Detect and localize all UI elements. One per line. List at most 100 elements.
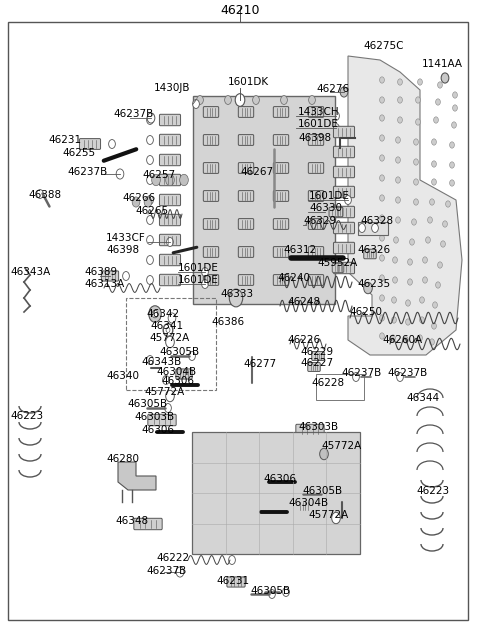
Circle shape — [333, 124, 339, 133]
FancyBboxPatch shape — [273, 191, 288, 202]
FancyBboxPatch shape — [308, 134, 324, 145]
Text: 46275C: 46275C — [363, 41, 404, 51]
Circle shape — [36, 190, 43, 198]
Circle shape — [152, 174, 160, 186]
Text: 46305B: 46305B — [302, 486, 342, 496]
Text: 45772A: 45772A — [144, 387, 184, 397]
Text: 46228: 46228 — [311, 378, 344, 388]
Circle shape — [430, 339, 434, 345]
FancyBboxPatch shape — [334, 186, 355, 198]
Circle shape — [380, 175, 384, 181]
Text: 45772A: 45772A — [321, 441, 361, 451]
Text: 46226: 46226 — [287, 335, 320, 345]
Circle shape — [414, 179, 419, 185]
FancyBboxPatch shape — [308, 275, 324, 285]
FancyBboxPatch shape — [238, 162, 253, 173]
Text: 46303B: 46303B — [134, 412, 174, 422]
Circle shape — [396, 157, 400, 163]
Text: 46328: 46328 — [360, 216, 393, 226]
Text: 46306: 46306 — [263, 474, 296, 484]
Text: 1601DE: 1601DE — [309, 191, 350, 201]
Circle shape — [450, 142, 455, 148]
Circle shape — [408, 279, 412, 285]
Text: 46340: 46340 — [106, 371, 139, 381]
Circle shape — [197, 96, 204, 105]
Text: 46237B: 46237B — [67, 167, 107, 177]
FancyBboxPatch shape — [159, 254, 180, 266]
Bar — [193, 96, 335, 304]
Text: 46388: 46388 — [28, 190, 61, 200]
Circle shape — [116, 169, 124, 179]
FancyBboxPatch shape — [159, 235, 180, 246]
Circle shape — [432, 302, 437, 308]
Circle shape — [163, 375, 169, 384]
Circle shape — [380, 155, 384, 161]
Circle shape — [380, 333, 384, 339]
Circle shape — [380, 295, 384, 301]
Text: 46342: 46342 — [146, 309, 179, 319]
Circle shape — [166, 174, 174, 186]
FancyBboxPatch shape — [238, 247, 253, 257]
Circle shape — [422, 257, 427, 263]
Text: 46313A: 46313A — [84, 279, 124, 289]
Circle shape — [430, 199, 434, 205]
Circle shape — [332, 512, 340, 524]
Text: 46398: 46398 — [298, 133, 331, 143]
Text: 46237B: 46237B — [146, 566, 186, 576]
FancyBboxPatch shape — [204, 107, 219, 117]
Circle shape — [433, 117, 438, 123]
Circle shape — [252, 96, 259, 105]
Circle shape — [283, 588, 289, 597]
Circle shape — [147, 176, 154, 184]
Circle shape — [380, 235, 384, 241]
FancyBboxPatch shape — [159, 134, 180, 146]
Text: 1601DE: 1601DE — [298, 119, 339, 129]
FancyBboxPatch shape — [312, 352, 324, 361]
Circle shape — [432, 179, 436, 185]
Text: 46235: 46235 — [357, 279, 390, 289]
Text: 46248: 46248 — [287, 297, 320, 307]
FancyBboxPatch shape — [334, 242, 355, 254]
Text: 46210: 46210 — [220, 4, 260, 16]
Circle shape — [438, 82, 443, 88]
Circle shape — [418, 335, 422, 341]
Text: 46348: 46348 — [115, 516, 148, 526]
FancyBboxPatch shape — [227, 577, 245, 587]
Circle shape — [192, 100, 199, 108]
Circle shape — [189, 352, 195, 361]
Circle shape — [167, 238, 173, 247]
Circle shape — [380, 215, 384, 221]
FancyBboxPatch shape — [334, 166, 355, 178]
FancyBboxPatch shape — [296, 424, 324, 436]
FancyBboxPatch shape — [334, 146, 355, 158]
Circle shape — [396, 373, 403, 382]
Circle shape — [147, 236, 154, 245]
Text: 46277: 46277 — [243, 359, 276, 369]
Circle shape — [309, 96, 315, 105]
Circle shape — [229, 289, 243, 307]
Circle shape — [380, 195, 384, 201]
Circle shape — [147, 356, 154, 365]
Circle shape — [397, 97, 402, 103]
Circle shape — [420, 297, 424, 303]
Circle shape — [380, 255, 384, 261]
FancyBboxPatch shape — [159, 275, 180, 286]
Circle shape — [152, 310, 158, 318]
Circle shape — [453, 105, 457, 111]
FancyBboxPatch shape — [308, 219, 324, 230]
Circle shape — [420, 317, 424, 323]
Text: 46306: 46306 — [161, 376, 194, 386]
Circle shape — [225, 96, 231, 105]
Text: 46257: 46257 — [142, 170, 175, 180]
Circle shape — [147, 155, 154, 164]
Circle shape — [406, 300, 410, 306]
FancyBboxPatch shape — [364, 249, 376, 259]
FancyBboxPatch shape — [329, 207, 343, 217]
FancyBboxPatch shape — [238, 219, 253, 230]
Text: 46330: 46330 — [309, 203, 342, 213]
Text: 1601DE: 1601DE — [178, 275, 219, 285]
Circle shape — [123, 271, 130, 280]
Text: 46305B: 46305B — [159, 347, 199, 357]
Bar — [192, 432, 360, 554]
Text: 46237B: 46237B — [113, 109, 153, 119]
